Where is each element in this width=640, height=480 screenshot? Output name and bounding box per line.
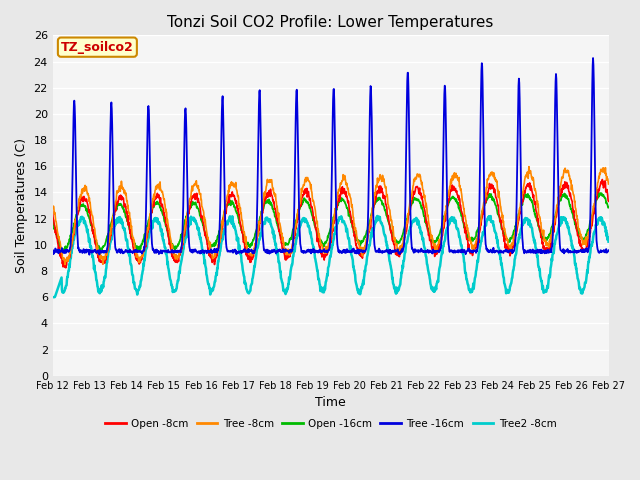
- Legend: Open -8cm, Tree -8cm, Open -16cm, Tree -16cm, Tree2 -8cm: Open -8cm, Tree -8cm, Open -16cm, Tree -…: [100, 415, 561, 433]
- X-axis label: Time: Time: [316, 396, 346, 409]
- Title: Tonzi Soil CO2 Profile: Lower Temperatures: Tonzi Soil CO2 Profile: Lower Temperatur…: [168, 15, 494, 30]
- Text: TZ_soilco2: TZ_soilco2: [61, 41, 134, 54]
- Y-axis label: Soil Temperatures (C): Soil Temperatures (C): [15, 138, 28, 273]
